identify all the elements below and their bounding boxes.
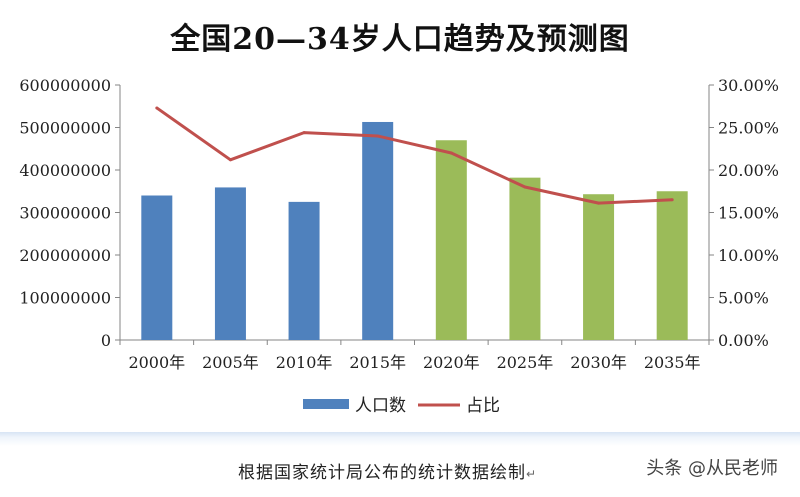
x-tick-label: 2025年 — [497, 353, 554, 372]
line-share-point — [376, 134, 380, 138]
y-right-tick-label: 0.00% — [718, 331, 769, 350]
y-right-tick-label: 20.00% — [718, 161, 779, 180]
chart-title: 全国20—34岁人口趋势及预测图 — [170, 22, 630, 57]
line-share — [155, 106, 673, 205]
x-tick-label: 2010年 — [276, 353, 333, 372]
bar-population — [141, 195, 173, 340]
x-tick-label: 2000年 — [128, 353, 185, 372]
y-left-tick-label: 400000000 — [19, 161, 111, 180]
chart-svg: 0 100000000 200000000 300000000 400000000 500… — [19, 76, 779, 416]
legend-label-share: 占比 — [466, 396, 500, 416]
x-tick-label: 2015年 — [349, 353, 406, 372]
line-share-point — [597, 201, 601, 205]
y-left-tick-label: 300000000 — [19, 204, 111, 223]
y-left-tick-label: 0 — [101, 331, 111, 350]
x-tick-label: 2030年 — [570, 353, 627, 372]
y-left-tick-label: 600000000 — [19, 76, 111, 95]
bar-population — [656, 191, 688, 340]
x-tick-label: 2020年 — [423, 353, 480, 372]
bar-population — [362, 121, 394, 340]
y-left-tick-label: 200000000 — [19, 246, 111, 265]
bar-population — [435, 140, 467, 340]
source-caption-text: 根据国家统计局公布的统计数据绘制 — [238, 463, 526, 483]
return-mark: ↵ — [526, 467, 538, 481]
y-left-tick-label: 500000000 — [19, 119, 111, 138]
source-caption: 根据国家统计局公布的统计数据绘制↵ — [238, 458, 537, 483]
legend-swatch-population — [303, 399, 349, 409]
line-share-point — [228, 158, 232, 162]
y-left-tick-label: 100000000 — [19, 289, 111, 308]
x-tick-label: 2005年 — [202, 353, 259, 372]
y-right-tick-label: 15.00% — [718, 204, 779, 223]
y-right-tick-label: 30.00% — [718, 76, 779, 95]
legend-label-population: 人口数 — [355, 396, 406, 416]
line-share-point — [155, 106, 159, 110]
watermark: 头条 @从民老师 — [646, 458, 778, 479]
y-right-tick-label: 25.00% — [718, 119, 779, 138]
bar-population — [288, 201, 320, 340]
bar-population — [583, 194, 615, 340]
y-right-tick-label: 5.00% — [718, 289, 769, 308]
x-tick-label: 2035年 — [644, 353, 701, 372]
footer-band — [0, 432, 800, 497]
bar-population — [214, 187, 246, 340]
y-right-tick-label: 10.00% — [718, 246, 779, 265]
line-share-point — [302, 131, 306, 135]
bar-population — [509, 177, 541, 340]
line-share-point — [523, 185, 527, 189]
line-share-point — [449, 151, 453, 155]
line-share-point — [670, 198, 674, 202]
